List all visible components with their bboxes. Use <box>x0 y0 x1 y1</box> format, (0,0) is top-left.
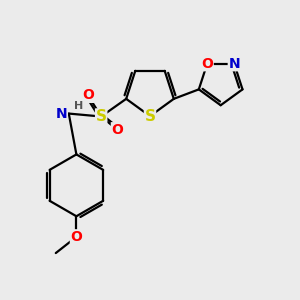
Text: O: O <box>82 88 94 102</box>
Text: O: O <box>70 230 82 244</box>
Text: O: O <box>111 123 123 137</box>
Text: N: N <box>228 57 240 71</box>
Text: S: S <box>145 109 155 124</box>
Text: O: O <box>201 57 213 71</box>
Text: N: N <box>56 106 67 121</box>
Text: S: S <box>96 109 107 124</box>
Text: H: H <box>74 101 84 111</box>
